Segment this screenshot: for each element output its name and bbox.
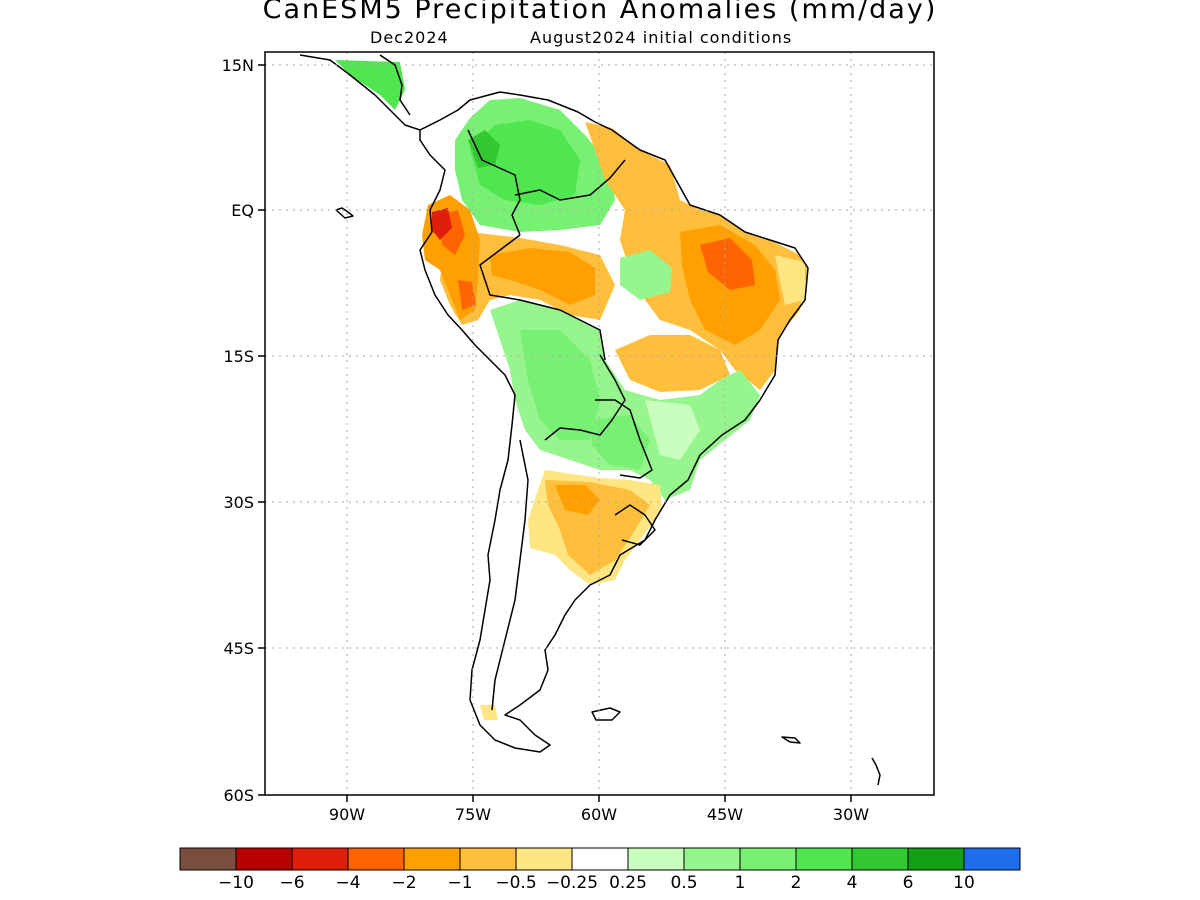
- colorbar-swatch: [235, 847, 293, 871]
- border-uruguay: [614, 504, 656, 546]
- lat-label-15s: 15S: [223, 347, 254, 366]
- colorbar-label: −0.25: [546, 873, 598, 893]
- colorbar-label: −4: [335, 873, 360, 893]
- lat-label-45s: 45S: [223, 639, 254, 658]
- colorbar-swatch: [907, 847, 965, 871]
- lat-label-60s: 60S: [223, 786, 254, 805]
- coastline-south-georgia: [781, 736, 801, 744]
- border-colombia-venezuela: [467, 129, 521, 236]
- anomaly-region-yellow-patagonia: [480, 705, 498, 720]
- anomaly-region-green-north-core: [470, 120, 580, 205]
- lat-label-30s: 30S: [223, 493, 254, 512]
- colorbar-swatch: [347, 847, 405, 871]
- colorbar-swatch: [571, 847, 629, 871]
- border-chile-argentina: [491, 439, 529, 711]
- anomaly-region-green-amazon-patch: [620, 250, 672, 300]
- lon-label-90w: 90W: [329, 805, 365, 824]
- colorbar-label: 0.25: [609, 873, 647, 893]
- colorbar-swatch: [963, 847, 1021, 871]
- colorbar-swatch: [403, 847, 461, 871]
- colorbar-label: 4: [847, 873, 858, 893]
- anomaly-region-darkorange-ne: [700, 238, 755, 290]
- axis-ticks: [258, 64, 852, 802]
- anomaly-region-lightyellow-ne: [775, 255, 805, 305]
- colorbar-label: −1: [447, 873, 472, 893]
- anomaly-region-green-bolivia-core: [520, 330, 600, 440]
- colorbar-swatch: [179, 847, 237, 871]
- border-peru-brazil: [479, 234, 606, 361]
- lon-label-60w: 60W: [581, 805, 617, 824]
- border-paraguay: [595, 399, 653, 479]
- border-venezuela-brazil: [514, 159, 626, 201]
- anomaly-region-darkorange-peru-south: [458, 280, 476, 310]
- colorbar-swatch: [291, 847, 349, 871]
- colorbar-label: −2: [391, 873, 416, 893]
- lon-label-45w: 45W: [707, 805, 743, 824]
- colorbar: −10 −6 −4 −2 −1 −0.5 −0.25 0.25 0.5 1 2 4 6 10: [179, 847, 1021, 893]
- anomaly-region-green-central-america: [335, 60, 405, 110]
- anomaly-region-lightgreen-brazil: [645, 400, 700, 460]
- lat-label-15n: 15N: [222, 56, 254, 75]
- lon-label-75w: 75W: [455, 805, 491, 824]
- colorbar-swatch: [851, 847, 909, 871]
- anomaly-region-orange-amazon-core: [490, 248, 595, 305]
- colorbar-label: 10: [953, 873, 975, 893]
- valid-month-label: Dec2024: [370, 28, 449, 47]
- colorbar-swatch: [683, 847, 741, 871]
- anomaly-field: [335, 60, 808, 720]
- colorbar-label: 1: [735, 873, 746, 893]
- coastlines: [299, 54, 881, 786]
- border-bolivia-brazil: [544, 354, 626, 441]
- anomaly-region-green-north-dark: [468, 130, 500, 168]
- colorbar-label: 2: [791, 873, 802, 893]
- map-gridlines: [265, 52, 934, 795]
- colorbar-swatch: [627, 847, 685, 871]
- coastline-galapagos: [335, 207, 354, 219]
- colorbar-label: −10: [218, 873, 254, 893]
- colorbar-label: −0.5: [495, 873, 536, 893]
- lat-label-eq: EQ: [231, 201, 254, 220]
- colorbar-swatch: [739, 847, 797, 871]
- anomaly-region-red-ecuador: [432, 208, 452, 240]
- coastline-falklands: [591, 707, 621, 721]
- colorbar-swatch: [459, 847, 517, 871]
- coastline-central-america: [299, 54, 421, 131]
- colorbar-swatch: [515, 847, 573, 871]
- colorbar-swatch: [795, 847, 853, 871]
- map-title: CanESM5 Precipitation Anomalies (mm/day): [262, 0, 938, 25]
- colorbar-label: 0.5: [670, 873, 697, 893]
- anomaly-region-orange-central-brazil: [615, 335, 730, 392]
- coastline-south-america: [419, 91, 809, 753]
- initial-conditions-label: August2024 initial conditions: [530, 28, 793, 47]
- lon-label-30w: 30W: [833, 805, 869, 824]
- coastline-sandwich-islands: [871, 757, 881, 786]
- colorbar-label: 6: [903, 873, 914, 893]
- colorbar-label: −6: [279, 873, 304, 893]
- anomaly-region-orange-argentina-core: [555, 485, 600, 515]
